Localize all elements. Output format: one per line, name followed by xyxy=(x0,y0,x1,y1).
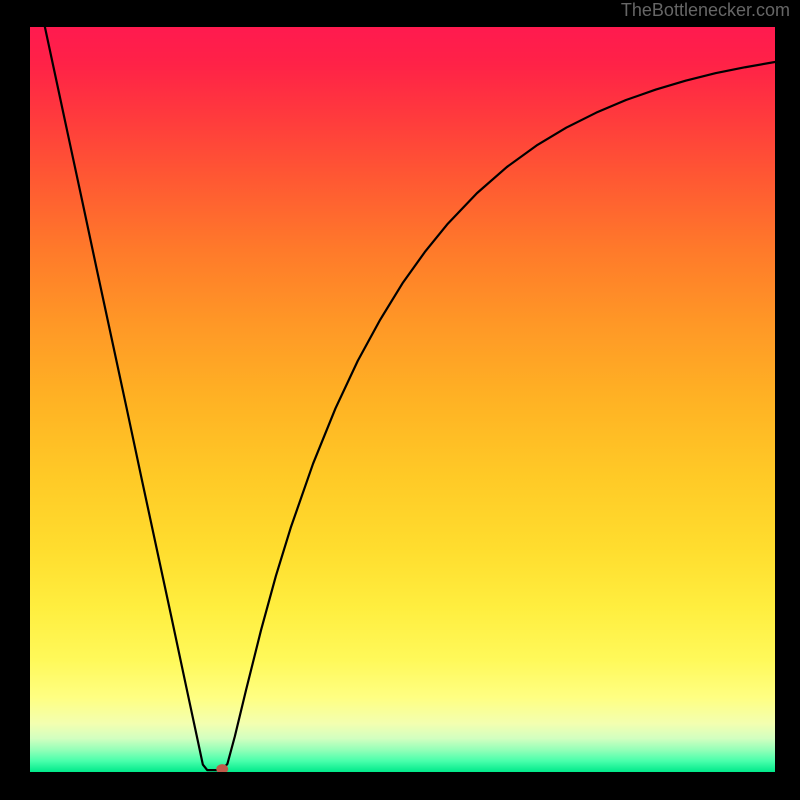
watermark-text: TheBottlenecker.com xyxy=(621,0,790,21)
bottleneck-curve xyxy=(45,27,775,770)
curve-overlay xyxy=(30,27,775,772)
chart-container: TheBottlenecker.com xyxy=(0,0,800,800)
plot-area xyxy=(30,27,775,772)
